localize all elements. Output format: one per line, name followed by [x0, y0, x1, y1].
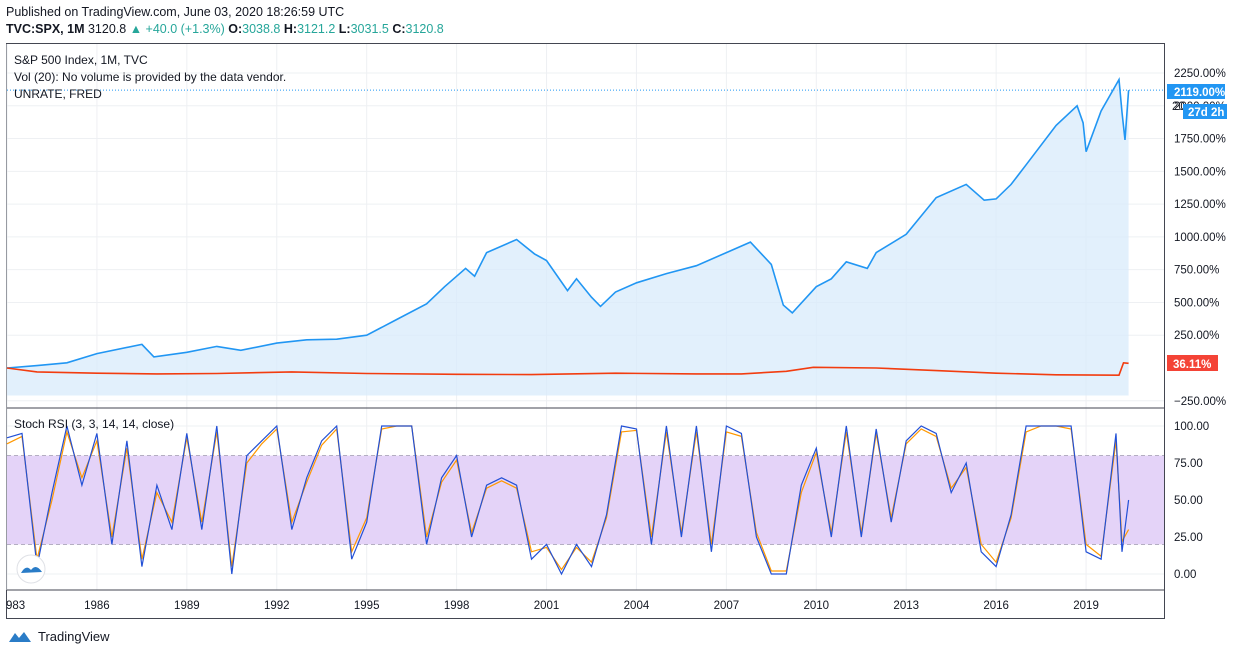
spx-price-badge: 2119.00%	[1167, 84, 1225, 99]
y-tick-main: 1500.00%	[1174, 166, 1226, 178]
x-tick-label: 1998	[444, 600, 470, 612]
footer-brand-text: TradingView	[38, 629, 110, 644]
y-tick-stoch: 0.00	[1174, 569, 1196, 581]
symbol-ohlc-bar: TVC:SPX, 1M 3120.8 ▲ +40.0 (+1.3%) O:303…	[6, 22, 444, 36]
tradingview-logo-icon	[9, 631, 31, 642]
x-tick-label: 2016	[983, 600, 1009, 612]
x-tick-label: 1992	[264, 600, 290, 612]
published-caption: Published on TradingView.com, June 03, 2…	[6, 5, 345, 19]
countdown-value: 27d 2h	[1188, 107, 1224, 119]
y-tick-main: 500.00%	[1174, 297, 1219, 309]
x-tick-label: 2013	[893, 600, 919, 612]
open-value: 3038.8	[242, 22, 281, 36]
y-tick-stoch: 75.00	[1174, 458, 1203, 470]
legend-volume[interactable]: Vol (20): No volume is provided by the d…	[14, 70, 286, 84]
symbol-label[interactable]: TVC:SPX, 1M	[6, 22, 85, 36]
spx-badge-value: 2119.00%	[1174, 87, 1225, 99]
close-value: 3120.8	[405, 22, 444, 36]
spx-area-fill	[7, 79, 1129, 396]
y-tick-stoch: 25.00	[1174, 532, 1203, 544]
high-label: H:	[283, 22, 298, 36]
stoch-k-line[interactable]	[6, 424, 1130, 576]
last-price: 3120.8	[87, 22, 127, 36]
low-value: 3031.5	[350, 22, 389, 36]
y-tick-main: −250.00%	[1174, 396, 1226, 408]
low-label: L:	[338, 22, 351, 36]
countdown-badge: 27d 2h	[1183, 104, 1227, 119]
x-tick-label: 2010	[804, 600, 830, 612]
axis-ticks: 2250.00%2000.00%1750.00%1500.00%1250.00%…	[6, 68, 1226, 612]
stoch-rsi-band	[7, 455, 1164, 545]
x-tick-label: 983	[6, 600, 25, 612]
footer-brand[interactable]: TradingView	[8, 629, 110, 644]
x-tick-label: 1986	[84, 600, 110, 612]
y-tick-stoch: 100.00	[1174, 421, 1209, 433]
x-tick-label: 1995	[354, 600, 380, 612]
chart-canvas[interactable]: 2250.00%2000.00%1750.00%1500.00%1250.00%…	[0, 0, 1240, 626]
x-tick-label: 2007	[714, 600, 740, 612]
y-tick-main: 750.00%	[1174, 265, 1219, 277]
open-label: O:	[228, 22, 243, 36]
y-tick-main: 250.00%	[1174, 330, 1219, 342]
legend-main[interactable]: S&P 500 Index, 1M, TVC	[14, 53, 148, 67]
y-tick-main: 1000.00%	[1174, 232, 1226, 244]
chart-logo[interactable]	[16, 554, 46, 584]
price-change: ▲ +40.0 (+1.3%)	[129, 22, 225, 36]
y-tick-main: 2250.00%	[1174, 68, 1226, 80]
y-tick-main: 1750.00%	[1174, 134, 1226, 146]
y-tick-main: 1250.00%	[1174, 199, 1226, 211]
spx-series-line[interactable]	[6, 76, 1130, 369]
legend-stoch-rsi[interactable]: Stoch RSI (3, 3, 14, 14, close)	[14, 417, 174, 431]
x-tick-label: 2004	[624, 600, 650, 612]
close-label: C:	[392, 22, 406, 36]
high-value: 3121.2	[297, 22, 336, 36]
unrate-series-line[interactable]	[6, 361, 1129, 377]
y-tick-stoch: 50.00	[1174, 495, 1203, 507]
partial-y-tick: 20	[1172, 101, 1185, 113]
unrate-badge-value: 36.11%	[1173, 359, 1211, 371]
x-tick-label: 2001	[534, 600, 560, 612]
unrate-badge: 36.11%	[1167, 355, 1218, 371]
x-tick-label: 2019	[1073, 600, 1099, 612]
x-tick-label: 1989	[174, 600, 200, 612]
legend-unrate[interactable]: UNRATE, FRED	[14, 87, 102, 101]
